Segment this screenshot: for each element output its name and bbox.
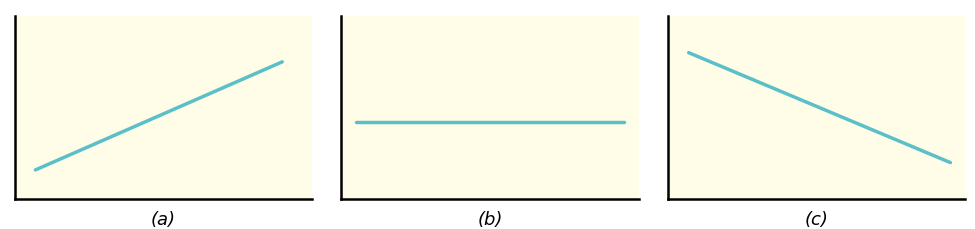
Text: (b): (b) <box>477 211 503 229</box>
Text: (c): (c) <box>804 211 829 229</box>
Text: (a): (a) <box>151 211 176 229</box>
